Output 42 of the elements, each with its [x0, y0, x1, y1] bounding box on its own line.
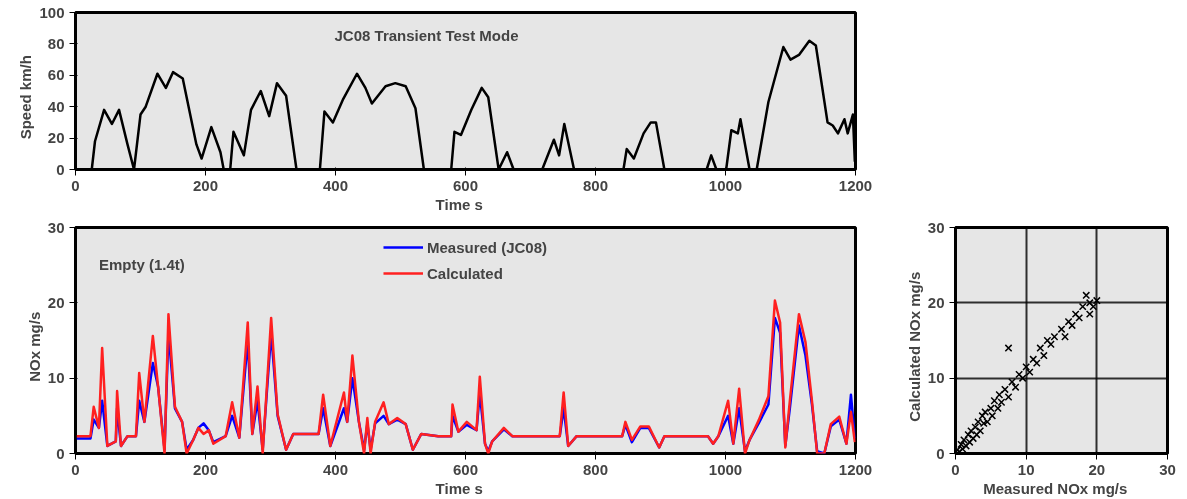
x-tick-label: 400: [322, 176, 349, 194]
y-tick-label: 0: [936, 444, 945, 462]
y-axis-title: NOx mg/s: [25, 311, 43, 382]
x-tick-label: 1200: [838, 176, 873, 194]
x-tick-label: 800: [582, 176, 609, 194]
y-tick-label: 20: [47, 293, 65, 311]
y-axis-title: Calculated NOx mg/s: [905, 271, 923, 422]
x-tick-label: 0: [71, 460, 80, 478]
x-axis-title: Time s: [435, 195, 483, 213]
y-tick-label: 40: [47, 97, 65, 115]
y-tick-label: 0: [56, 160, 65, 178]
y-tick-label: 0: [56, 444, 65, 462]
x-tick-label: 600: [452, 176, 479, 194]
y-tick-label: 30: [47, 218, 65, 236]
x-tick-label: 1000: [708, 176, 743, 194]
x-tick-label: 800: [582, 460, 609, 478]
y-tick-label: 10: [927, 369, 945, 387]
x-tick-label: 600: [452, 460, 479, 478]
x-axis-title: Measured NOx mg/s: [983, 479, 1128, 497]
annotation: Empty (1.4t): [98, 255, 185, 273]
x-tick-label: 20: [1088, 460, 1106, 478]
x-tick-label: 1200: [838, 460, 873, 478]
x-tick-label: 200: [192, 460, 219, 478]
x-tick-label: 0: [951, 460, 960, 478]
y-tick-label: 10: [47, 369, 65, 387]
legend-label: Measured (JC08): [426, 238, 548, 256]
y-tick-label: 60: [47, 66, 65, 84]
x-tick-label: 30: [1159, 460, 1176, 478]
y-tick-label: 80: [47, 34, 65, 52]
y-tick-label: 100: [39, 3, 65, 21]
y-tick-label: 20: [47, 129, 65, 147]
x-axis-title: Time s: [435, 479, 483, 497]
x-tick-label: 10: [1017, 460, 1035, 478]
y-tick-label: 30: [927, 218, 945, 236]
x-tick-label: 400: [322, 460, 349, 478]
y-axis-title: Speed km/h: [17, 55, 35, 140]
x-tick-label: 200: [192, 176, 219, 194]
text: JC08 Transient Test Mode: [334, 26, 519, 44]
legend-label: Calculated: [426, 264, 503, 282]
x-tick-label: 1000: [708, 460, 743, 478]
y-tick-label: 20: [927, 293, 945, 311]
x-tick-label: 0: [71, 176, 80, 194]
